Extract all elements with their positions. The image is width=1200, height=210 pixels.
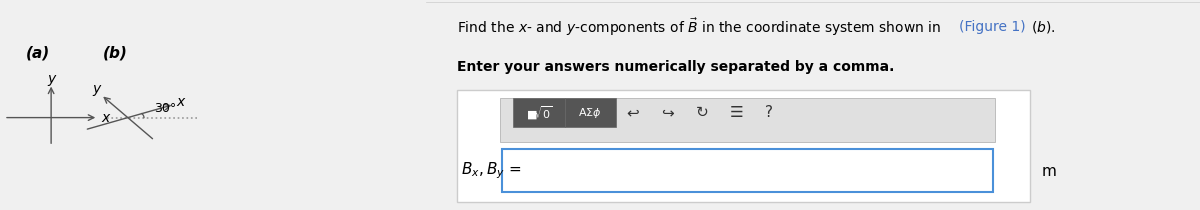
Text: $B_x, B_y$ =: $B_x, B_y$ = xyxy=(461,161,521,181)
Text: A$\Sigma\phi$: A$\Sigma\phi$ xyxy=(578,106,602,120)
Text: m: m xyxy=(1042,164,1056,179)
Text: ↻: ↻ xyxy=(696,105,708,120)
Text: y: y xyxy=(47,72,55,86)
Text: Enter your answers numerically separated by a comma.: Enter your answers numerically separated… xyxy=(457,60,894,74)
FancyBboxPatch shape xyxy=(457,90,1030,202)
Text: (a): (a) xyxy=(26,45,50,60)
Text: ?: ? xyxy=(764,105,773,120)
FancyBboxPatch shape xyxy=(514,98,564,127)
Text: ↪: ↪ xyxy=(661,105,673,120)
Text: (Figure 1): (Figure 1) xyxy=(959,20,1025,34)
Text: y: y xyxy=(92,83,101,96)
FancyBboxPatch shape xyxy=(502,149,992,192)
Text: $\blacksquare\!\sqrt{0}$: $\blacksquare\!\sqrt{0}$ xyxy=(526,104,552,122)
FancyBboxPatch shape xyxy=(499,98,995,142)
Text: $(b)$.: $(b)$. xyxy=(1031,19,1056,35)
Text: ☰: ☰ xyxy=(730,105,744,120)
Text: ↩: ↩ xyxy=(626,105,640,120)
Text: Find the $x$- and $y$-components of $\vec{B}$ in the coordinate system shown in: Find the $x$- and $y$-components of $\ve… xyxy=(457,17,942,38)
FancyBboxPatch shape xyxy=(564,98,616,127)
Text: x: x xyxy=(101,111,109,125)
Text: x: x xyxy=(176,95,185,109)
Text: (b): (b) xyxy=(102,45,127,60)
Text: 30°: 30° xyxy=(155,102,176,116)
